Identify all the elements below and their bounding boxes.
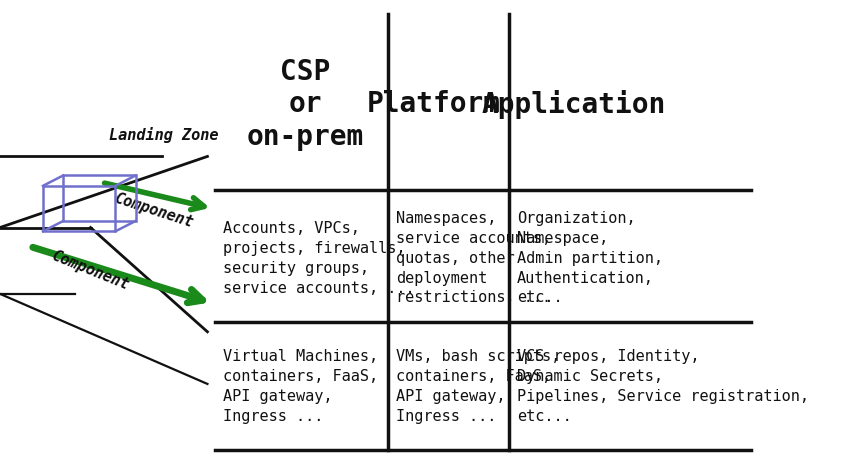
Text: Component: Component bbox=[112, 191, 194, 231]
Text: Organization,
Namespace,
Admin partition,
Authentication,
etc..: Organization, Namespace, Admin partition… bbox=[516, 211, 663, 305]
Text: Application: Application bbox=[481, 90, 665, 119]
Text: VCS repos, Identity,
Dynamic Secrets,
Pipelines, Service registration,
etc...: VCS repos, Identity, Dynamic Secrets, Pi… bbox=[516, 349, 809, 423]
Text: CSP
or
on-prem: CSP or on-prem bbox=[247, 58, 364, 151]
Text: Landing Zone: Landing Zone bbox=[109, 127, 219, 143]
Text: Accounts, VPCs,
projects, firewalls,
security groups,
service accounts, ...: Accounts, VPCs, projects, firewalls, sec… bbox=[223, 221, 414, 295]
Text: Virtual Machines,
containers, FaaS,
API gateway,
Ingress ...: Virtual Machines, containers, FaaS, API … bbox=[223, 349, 378, 423]
Text: VMs, bash scripts,
containers, FaaS,
API gateway,
Ingress ...: VMs, bash scripts, containers, FaaS, API… bbox=[396, 349, 560, 423]
Text: Component: Component bbox=[49, 248, 131, 292]
Text: Platform: Platform bbox=[367, 90, 500, 118]
Text: Namespaces,
service accounts,
quotas, other
deployment
restrictions, ...: Namespaces, service accounts, quotas, ot… bbox=[396, 211, 551, 305]
